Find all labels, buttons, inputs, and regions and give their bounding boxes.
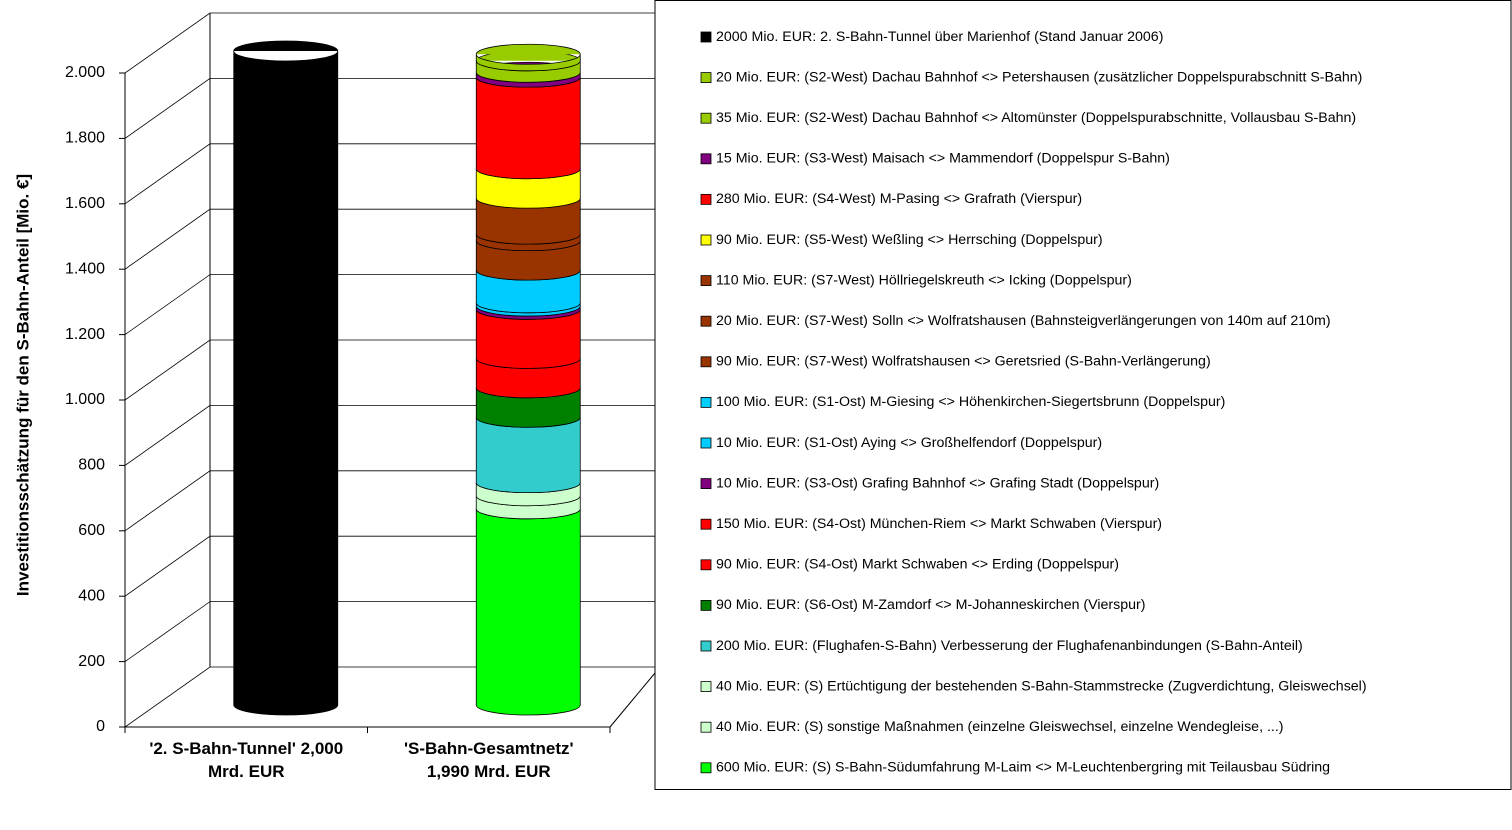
legend-swatch <box>700 559 712 571</box>
legend-label: 40 Mio. EUR: (S) sonstige Maßnahmen (ein… <box>716 719 1284 735</box>
legend-label: 90 Mio. EUR: (S7-West) Wolfratshausen <>… <box>716 354 1211 370</box>
legend-box <box>654 0 1512 790</box>
legend-swatch <box>700 681 712 692</box>
y-tick-label: 1.000 <box>65 391 105 408</box>
legend-swatch <box>700 396 712 408</box>
grid-line <box>124 12 660 74</box>
y-tick-label: 1.200 <box>65 326 105 343</box>
legend-label: 20 Mio. EUR: (S2-West) Dachau Bahnhof <>… <box>716 69 1362 85</box>
x-tick-label: 'S-Bahn-Gesamtnetz' 1,990 Mrd. EUR <box>403 739 574 781</box>
legend-label: 35 Mio. EUR: (S2-West) Dachau Bahnhof <>… <box>716 110 1356 126</box>
legend-label: 15 Mio. EUR: (S3-West) Maisach <> Mammen… <box>716 151 1170 167</box>
legend-swatch <box>700 640 712 652</box>
legend-swatch <box>700 275 712 287</box>
legend-swatch <box>700 518 712 530</box>
legend-swatch <box>700 31 712 43</box>
legend-swatch <box>700 356 712 368</box>
y-tick-label: 400 <box>78 587 105 604</box>
y-tick-label: 800 <box>78 457 105 474</box>
cylinder-segment <box>475 43 581 72</box>
y-tick-label: 0 <box>96 718 105 735</box>
legend-swatch <box>700 437 712 449</box>
y-tick-label: 2.000 <box>65 64 105 81</box>
legend-swatch <box>700 193 712 205</box>
legend-label: 90 Mio. EUR: (S4-Ost) Markt Schwaben <> … <box>716 557 1119 573</box>
y-axis-title: Investitionsschätzung für den S-Bahn-Ant… <box>13 174 32 596</box>
legend-label: 150 Mio. EUR: (S4-Ost) München-Riem <> M… <box>716 516 1162 532</box>
legend-label: 10 Mio. EUR: (S3-Ost) Grafing Bahnhof <>… <box>716 475 1159 491</box>
legend-swatch <box>700 153 712 165</box>
x-tick-label: '2. S-Bahn-Tunnel' 2,000 Mrd. EUR <box>149 739 344 781</box>
legend-label: 100 Mio. EUR: (S1-Ost) M-Giesing <> Höhe… <box>716 394 1225 410</box>
legend-label: 2000 Mio. EUR: 2. S-Bahn-Tunnel über Mar… <box>716 29 1163 45</box>
legend-swatch <box>700 112 712 124</box>
legend-swatch <box>700 478 712 490</box>
legend-label: 200 Mio. EUR: (Flughafen-S-Bahn) Verbess… <box>716 638 1303 654</box>
floor-edge <box>609 666 661 728</box>
legend-swatch <box>700 721 712 733</box>
legend-label: 110 Mio. EUR: (S7-West) Höllriegelskreut… <box>716 272 1132 288</box>
y-tick-label: 1.600 <box>65 195 105 212</box>
legend-swatch <box>700 234 712 246</box>
legend-label: 600 Mio. EUR: (S) S-Bahn-Südumfahrung M-… <box>716 760 1330 776</box>
legend-label: 90 Mio. EUR: (S6-Ost) M-Zamdorf <> M-Joh… <box>716 597 1145 613</box>
legend-swatch <box>700 72 712 83</box>
y-tick-label: 600 <box>78 522 105 539</box>
y-tick-label: 1.800 <box>65 130 105 147</box>
legend-swatch <box>700 600 712 611</box>
legend-label: 10 Mio. EUR: (S1-Ost) Aying <> Großhelfe… <box>716 435 1102 451</box>
legend-label: 280 Mio. EUR: (S4-West) M-Pasing <> Graf… <box>716 191 1082 207</box>
y-tick-label: 1.400 <box>65 260 105 277</box>
legend-label: 20 Mio. EUR: (S7-West) Solln <> Wolfrats… <box>716 313 1331 329</box>
legend-label: 90 Mio. EUR: (S5-West) Weßling <> Herrsc… <box>716 232 1103 248</box>
cylinder-segment <box>233 40 339 716</box>
legend-swatch <box>700 762 712 774</box>
legend-swatch <box>700 315 712 327</box>
legend-label: 40 Mio. EUR: (S) Ertüchtigung der besteh… <box>716 678 1367 694</box>
cylinder-segment <box>475 498 581 716</box>
y-tick-label: 200 <box>78 653 105 670</box>
